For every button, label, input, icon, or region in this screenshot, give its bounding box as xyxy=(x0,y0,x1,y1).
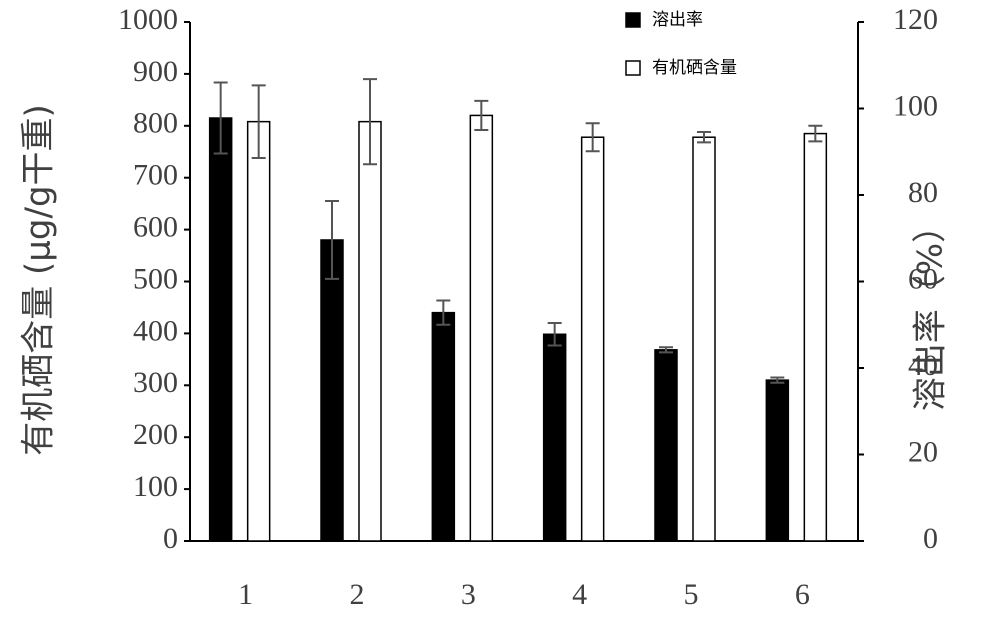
x-tick-label: 4 xyxy=(572,578,587,611)
x-tick-label: 2 xyxy=(350,578,365,611)
y2-tick-label: 80 xyxy=(908,176,938,209)
y-tick-label: 900 xyxy=(133,55,178,88)
y2-tick-label: 100 xyxy=(893,89,938,122)
y-tick-label: 700 xyxy=(133,159,178,192)
x-tick-label: 3 xyxy=(461,578,476,611)
bar xyxy=(803,132,828,542)
y2-tick-label: 40 xyxy=(908,349,938,382)
error-bar xyxy=(325,200,339,280)
error-bar xyxy=(363,78,377,166)
error-bar xyxy=(770,376,785,384)
legend-label: 溶出率 xyxy=(652,10,703,30)
error-bar xyxy=(547,322,562,347)
bar xyxy=(542,333,567,542)
error-bar xyxy=(474,99,489,131)
y-tick-label: 1000 xyxy=(118,3,178,36)
bar xyxy=(358,120,382,542)
bar xyxy=(469,114,494,542)
legend-swatch xyxy=(625,12,641,28)
y2-tick-label: 20 xyxy=(908,435,938,468)
y-tick-label: 500 xyxy=(133,262,178,295)
error-bar xyxy=(808,124,823,143)
x-tick-label: 5 xyxy=(684,578,699,611)
y-axis-title: 有机硒含量 (μg/g干重) xyxy=(19,104,59,456)
bar xyxy=(765,379,790,542)
bar xyxy=(692,136,716,542)
error-bar xyxy=(659,346,673,354)
legend-label: 有机硒含量 xyxy=(652,58,737,78)
y-tick-label: 800 xyxy=(133,107,178,140)
y-tick-label: 300 xyxy=(133,366,178,399)
x-tick-label: 1 xyxy=(238,578,253,611)
y-tick-label: 400 xyxy=(133,314,178,347)
y-tick-label: 200 xyxy=(133,418,178,451)
y-tick-label: 0 xyxy=(163,522,178,555)
y2-tick-label: 120 xyxy=(893,3,938,36)
y2-tick-label: 0 xyxy=(923,522,938,555)
y-tick-label: 100 xyxy=(133,470,178,503)
bar xyxy=(431,311,456,542)
bar xyxy=(654,349,678,542)
error-bar xyxy=(697,131,711,144)
x-tick-label: 6 xyxy=(795,578,810,611)
y2-tick-label: 60 xyxy=(908,262,938,295)
y-tick-label: 600 xyxy=(133,210,178,243)
error-bar xyxy=(251,84,266,159)
error-bar xyxy=(436,299,451,326)
error-bar xyxy=(213,81,228,155)
bar xyxy=(246,120,271,542)
bar xyxy=(320,239,344,542)
legend-swatch xyxy=(625,60,641,76)
bar xyxy=(580,136,605,542)
y2-axis-title: 溶出率（%） xyxy=(911,209,951,411)
bar xyxy=(208,117,233,542)
error-bar xyxy=(585,122,600,153)
